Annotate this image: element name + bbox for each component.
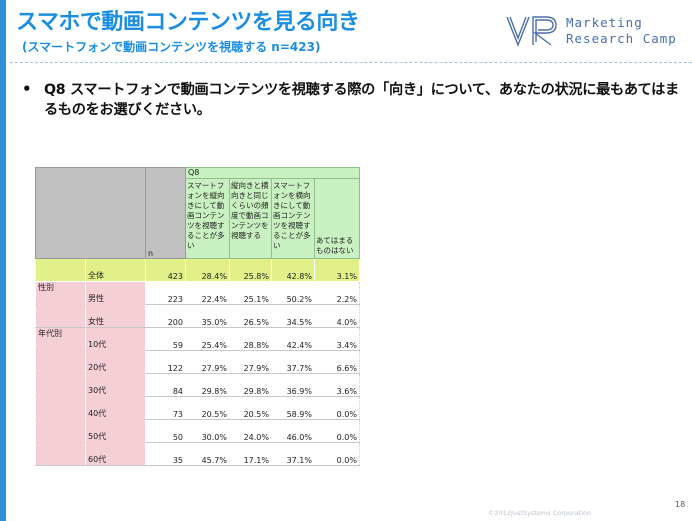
category-age: 年代別 <box>35 327 86 351</box>
cell-value: 42.8% <box>271 258 315 282</box>
logo-line-2: Research Camp <box>566 31 677 46</box>
cell-value: 30.0% <box>185 419 230 443</box>
category-gender: 性別 <box>35 281 86 305</box>
row-n: 122 <box>145 350 186 374</box>
logo-mark-icon <box>506 16 557 47</box>
cell-value: 3.6% <box>314 373 360 397</box>
slide-subtitle: (スマートフォンで動画コンテンツを視聴する n=423) <box>22 40 321 54</box>
cell-value: 0.0% <box>314 396 360 420</box>
table-row: 40代 73 20.5% 20.5% 58.9% 0.0% <box>35 396 360 420</box>
header-col-horizontal: スマートフォンを横向きにして動画コンテンツを視聴することが多い <box>271 178 315 259</box>
cell-value: 2.2% <box>314 281 360 305</box>
cell-value: 29.8% <box>229 373 272 397</box>
row-n: 35 <box>145 442 186 466</box>
header-col-none: あてはまるものはない <box>314 178 360 259</box>
cell-value: 42.4% <box>271 327 315 351</box>
cell-value: 58.9% <box>271 396 315 420</box>
logo-text: Marketing Research Camp <box>566 15 677 47</box>
row-n: 223 <box>145 281 186 305</box>
row-n: 59 <box>145 327 186 351</box>
row-n: 84 <box>145 373 186 397</box>
table-row: 50代 50 30.0% 24.0% 46.0% 0.0% <box>35 419 360 443</box>
row-label: 全体 <box>85 258 146 282</box>
cell-value: 26.5% <box>229 304 272 328</box>
row-label: 20代 <box>85 350 146 374</box>
left-accent-bar <box>0 0 6 521</box>
header-n: n <box>145 167 186 259</box>
cell-value: 25.1% <box>229 281 272 305</box>
cell-value: 34.5% <box>271 304 315 328</box>
slide-title: スマホで動画コンテンツを見る向き <box>16 10 360 35</box>
cell-value: 46.0% <box>271 419 315 443</box>
cell-value: 27.9% <box>229 350 272 374</box>
crosstab-table: n Q8 スマートフォンを縦向きにして動画コンテンツを視聴することが多い 縦向き… <box>35 167 360 466</box>
cell-value: 37.7% <box>271 350 315 374</box>
cell-value: 6.6% <box>314 350 360 374</box>
cell-value: 45.7% <box>185 442 230 466</box>
header-q8: Q8 <box>185 167 360 179</box>
logo-line-1: Marketing <box>566 15 643 30</box>
row-label: 60代 <box>85 442 146 466</box>
cell-value: 20.5% <box>229 396 272 420</box>
cell-value: 4.0% <box>314 304 360 328</box>
cell-value: 25.8% <box>229 258 272 282</box>
cell-value: 50.2% <box>271 281 315 305</box>
cell-value: 20.5% <box>185 396 230 420</box>
cell-value: 17.1% <box>229 442 272 466</box>
cell-value: 28.4% <box>185 258 230 282</box>
cell-value: 28.8% <box>229 327 272 351</box>
table-row: 全体 423 28.4% 25.8% 42.8% 3.1% <box>35 258 360 282</box>
cell-value: 0.0% <box>314 419 360 443</box>
header-divider <box>10 62 692 63</box>
header-corner <box>35 167 146 259</box>
header-col-vertical: スマートフォンを縦向きにして動画コンテンツを視聴することが多い <box>185 178 230 259</box>
cell-value: 24.0% <box>229 419 272 443</box>
page-number: 18 <box>675 500 686 509</box>
copyright-text: ©2012JustSystems Corporation <box>488 509 592 517</box>
header-col-both: 縦向きと横向きと同じくらいの頻度で動画コンテンツを視聴する <box>229 178 272 259</box>
row-n: 50 <box>145 419 186 443</box>
table-row: 30代 84 29.8% 29.8% 36.9% 3.6% <box>35 373 360 397</box>
row-label: 10代 <box>85 327 146 351</box>
cell-value: 37.1% <box>271 442 315 466</box>
table-row: 性別 男性 223 22.4% 25.1% 50.2% 2.2% <box>35 281 360 305</box>
table-row: 年代別 10代 59 25.4% 28.8% 42.4% 3.4% <box>35 327 360 351</box>
cell-value: 27.9% <box>185 350 230 374</box>
bullet-point: • <box>22 80 32 98</box>
row-label: 男性 <box>85 281 146 305</box>
row-label: 50代 <box>85 419 146 443</box>
row-n: 200 <box>145 304 186 328</box>
cell-value: 25.4% <box>185 327 230 351</box>
cell-value: 36.9% <box>271 373 315 397</box>
cell-value: 0.0% <box>314 442 360 466</box>
row-label: 30代 <box>85 373 146 397</box>
table-row: 20代 122 27.9% 27.9% 37.7% 6.6% <box>35 350 360 374</box>
cell-value: 22.4% <box>185 281 230 305</box>
cell-value: 29.8% <box>185 373 230 397</box>
table-row: 女性 200 35.0% 26.5% 34.5% 4.0% <box>35 304 360 328</box>
row-n: 73 <box>145 396 186 420</box>
cell-value: 3.4% <box>314 327 360 351</box>
question-text: Q8 スマートフォンで動画コンテンツを視聴する際の「向き」について、あなたの状況… <box>44 82 679 118</box>
row-label: 女性 <box>85 304 146 328</box>
row-label: 40代 <box>85 396 146 420</box>
row-n: 423 <box>145 258 186 282</box>
table-row: 60代 35 45.7% 17.1% 37.1% 0.0% <box>35 442 360 466</box>
cell-value: 35.0% <box>185 304 230 328</box>
cell-value: 3.1% <box>314 258 360 282</box>
